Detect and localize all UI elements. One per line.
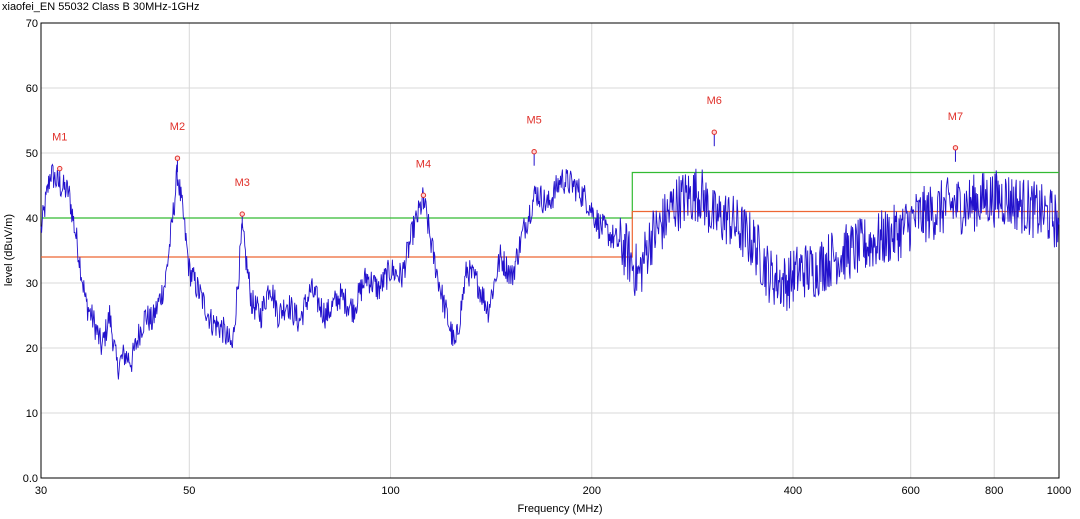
y-tick-label: 0.0	[23, 473, 38, 485]
y-tick-labels: 0.0 10 20 30 40 50 60 70	[23, 18, 38, 485]
series-line-1	[40, 163, 1060, 380]
marker-label-3: M3	[235, 177, 250, 189]
marker-label-4: M4	[416, 158, 431, 170]
marker-point-2	[174, 155, 181, 161]
marker-label-5: M5	[527, 115, 542, 127]
y-tick-label: 70	[26, 18, 38, 30]
y-tick-label: 10	[26, 408, 38, 420]
y-tick-label: 40	[26, 213, 38, 225]
x-tick-label: 100	[381, 485, 399, 497]
y-tick-label: 60	[26, 83, 38, 95]
series-group	[40, 163, 1060, 380]
x-tick-label: 200	[583, 485, 601, 497]
marker-label-2: M2	[170, 121, 185, 133]
marker-point-7	[952, 145, 959, 151]
y-tick-label: 30	[26, 278, 38, 290]
x-tick-labels: 30 50 100 200 400 600 800 1000	[35, 485, 1071, 497]
x-tick-label: 1000	[1047, 485, 1071, 497]
y-tick-label: 20	[26, 343, 38, 355]
markers-group: M1 M2 M3 M4 M5 M6 M7	[52, 95, 963, 229]
x-tick-label: 600	[902, 485, 920, 497]
y-axis-label: level (dBuV/m)	[3, 214, 15, 286]
marker-point-3	[239, 211, 245, 217]
x-tick-label: 800	[985, 485, 1003, 497]
limit-line-1	[41, 171, 1059, 219]
marker-label-7: M7	[948, 111, 963, 123]
x-tick-label: 400	[784, 485, 802, 497]
marker-point-6	[711, 129, 717, 135]
limit-lines	[41, 171, 1059, 258]
limit-line-2	[41, 210, 1059, 258]
x-axis-label: Frequency (MHz)	[518, 503, 603, 515]
marker-label-1: M1	[52, 132, 67, 144]
x-tick-label: 50	[183, 485, 195, 497]
x-tick-label: 30	[35, 485, 47, 497]
marker-label-6: M6	[707, 95, 722, 107]
grid	[41, 23, 1059, 478]
y-tick-label: 50	[26, 148, 38, 160]
plot-frame	[40, 22, 1060, 479]
marker-point-4	[420, 192, 427, 198]
chart-title: xiaofei_EN 55032 Class B 30MHz-1GHz	[2, 1, 200, 13]
marker-point-5	[531, 149, 537, 155]
marker-point-1	[57, 165, 63, 172]
